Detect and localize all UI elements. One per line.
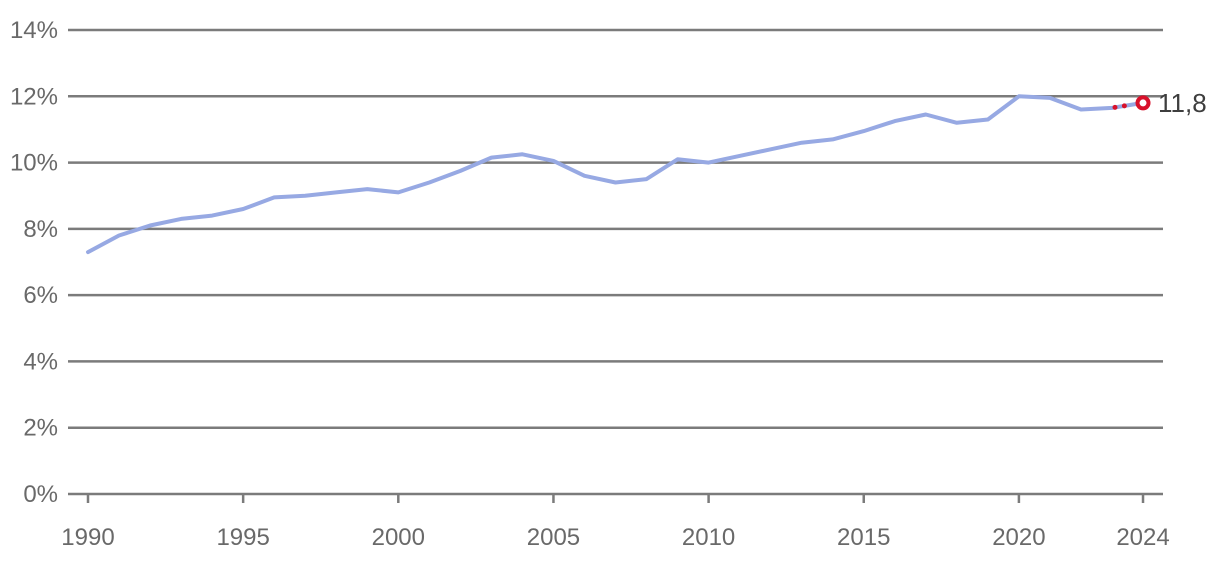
y-tick-label: 4% bbox=[23, 348, 58, 375]
series-line bbox=[86, 94, 1145, 255]
y-tick-label: 0% bbox=[23, 481, 58, 508]
y-tick-label: 10% bbox=[10, 150, 58, 177]
endpoint-marker bbox=[1135, 95, 1151, 111]
y-tick-label: 8% bbox=[23, 216, 58, 243]
x-tick-label: 2000 bbox=[372, 524, 425, 551]
x-tick-label: 2020 bbox=[992, 524, 1045, 551]
x-axis-labels: 1990 1995 2000 2005 2010 2015 2020 2024 bbox=[61, 524, 1169, 551]
x-tick-label: 1995 bbox=[216, 524, 269, 551]
projection-dotted-line bbox=[1112, 102, 1136, 110]
gridlines bbox=[68, 28, 1163, 496]
y-tick-label: 6% bbox=[23, 282, 58, 309]
y-tick-label: 2% bbox=[23, 415, 58, 442]
y-tick-label: 14% bbox=[10, 17, 58, 44]
x-tick-label: 2005 bbox=[527, 524, 580, 551]
x-tick-label: 2024 bbox=[1116, 524, 1169, 551]
x-axis-ticks bbox=[86, 494, 1145, 503]
x-tick-label: 2010 bbox=[682, 524, 735, 551]
x-tick-label: 1990 bbox=[61, 524, 114, 551]
x-tick-label: 2015 bbox=[837, 524, 890, 551]
y-axis-labels: 0% 2% 4% 6% 8% 10% 12% 14% bbox=[10, 17, 58, 508]
endpoint-value-label: 11,8 bbox=[1158, 88, 1207, 118]
y-tick-label: 12% bbox=[10, 83, 58, 110]
